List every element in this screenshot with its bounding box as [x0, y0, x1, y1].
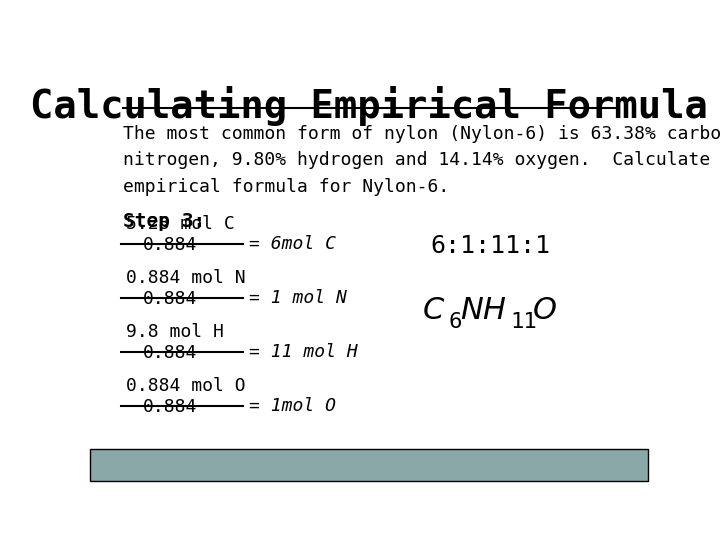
Text: 0.884 mol N: 0.884 mol N — [126, 269, 246, 287]
FancyBboxPatch shape — [90, 449, 648, 481]
Text: 0.884: 0.884 — [143, 344, 197, 362]
Text: $\mathit{O}$: $\mathit{O}$ — [532, 295, 557, 325]
Text: = 6mol C: = 6mol C — [249, 234, 336, 253]
Text: 6: 6 — [449, 312, 462, 332]
Text: = 1mol O: = 1mol O — [249, 397, 336, 415]
Text: 11: 11 — [510, 312, 537, 332]
Text: 5.28 mol C: 5.28 mol C — [126, 215, 235, 233]
Text: 0.884: 0.884 — [143, 290, 197, 308]
Text: $\mathit{NH}$: $\mathit{NH}$ — [460, 295, 507, 325]
Text: = 1 mol N: = 1 mol N — [249, 289, 347, 307]
Text: = 11 mol H: = 11 mol H — [249, 343, 358, 361]
Text: $\mathit{C}$: $\mathit{C}$ — [422, 295, 445, 325]
Text: 0.884 mol O: 0.884 mol O — [126, 377, 246, 395]
Text: 0.884: 0.884 — [143, 236, 197, 254]
Text: 9.8 mol H: 9.8 mol H — [126, 323, 224, 341]
Text: 6:1:11:1: 6:1:11:1 — [431, 234, 550, 258]
Text: Step 3:: Step 3: — [124, 212, 206, 232]
Text: The most common form of nylon (Nylon-6) is 63.38% carbon, 12.38%
nitrogen, 9.80%: The most common form of nylon (Nylon-6) … — [124, 125, 720, 196]
Text: Calculating Empirical Formula: Calculating Empirical Formula — [30, 85, 708, 126]
Text: 0.884: 0.884 — [143, 398, 197, 416]
